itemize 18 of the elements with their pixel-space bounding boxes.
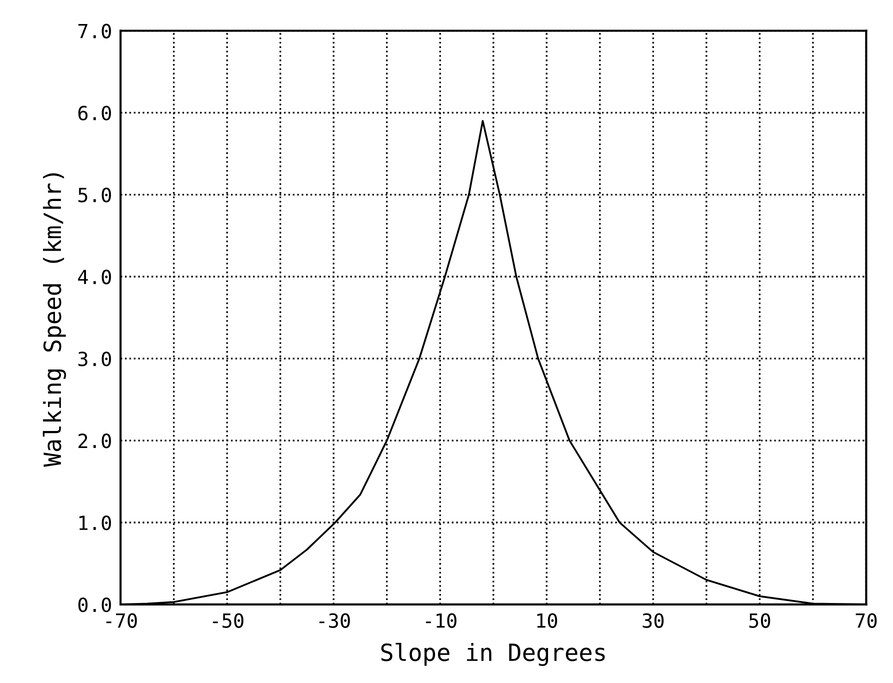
y-tick-label: 3.0 [78, 352, 111, 366]
x-tick-label: -70 [106, 613, 137, 628]
y-tick-label: 7.0 [78, 24, 111, 38]
x-axis-title: Slope in Degrees [381, 642, 605, 666]
x-tick-label: 30 [642, 613, 664, 628]
y-tick-label: 1.0 [79, 516, 111, 530]
y-axis-title: Walking Speed (km/hr) [42, 173, 66, 467]
y-tick-label: 6.0 [78, 106, 111, 120]
y-tick-label: 2.0 [78, 434, 111, 448]
x-tick-label: 50 [749, 613, 770, 628]
y-tick-label: 0.0 [78, 597, 111, 612]
x-tick-label: -30 [319, 613, 350, 628]
x-tick-label: -50 [212, 613, 244, 628]
x-tick-label: 10 [537, 613, 558, 628]
y-tick-label: 5.0 [78, 188, 111, 202]
y-tick-label: 4.0 [78, 270, 111, 284]
x-tick-label: 70 [856, 613, 877, 628]
x-tick-label: -10 [426, 613, 456, 628]
